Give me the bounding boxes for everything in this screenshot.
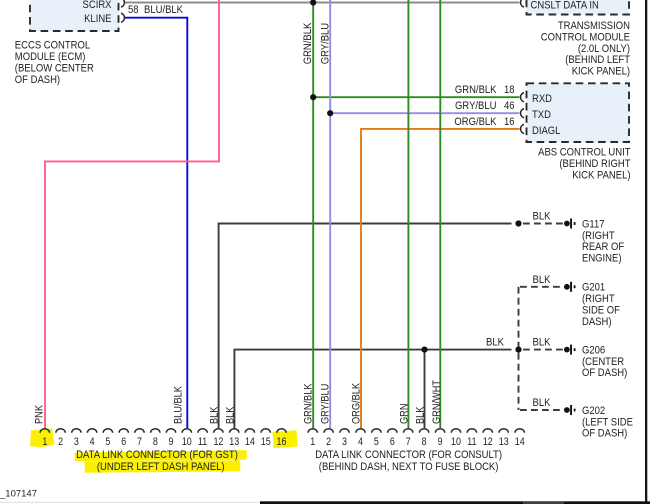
svg-text:REAR OF: REAR OF	[582, 242, 624, 254]
svg-text:(LEFT SIDE: (LEFT SIDE	[582, 417, 633, 429]
svg-text:DATA LINK CONNECTOR (FOR CONSU: DATA LINK CONNECTOR (FOR CONSULT)	[315, 450, 502, 462]
svg-text:OF DASH): OF DASH)	[582, 368, 627, 380]
svg-text:BLK: BLK	[225, 406, 237, 424]
svg-text:BLU/BLK: BLU/BLK	[144, 4, 183, 16]
svg-text:GRY/BLU: GRY/BLU	[320, 23, 332, 64]
svg-text:_107147: _107147	[0, 489, 37, 500]
svg-text:DATA LINK CONNECTOR (FOR GST): DATA LINK CONNECTOR (FOR GST)	[76, 450, 238, 462]
svg-text:10: 10	[182, 436, 192, 448]
svg-text:46: 46	[504, 101, 515, 113]
svg-text:2: 2	[58, 436, 63, 448]
svg-text:GRY/BLU: GRY/BLU	[320, 384, 332, 424]
svg-text:12: 12	[483, 436, 493, 448]
svg-text:(CENTER: (CENTER	[582, 356, 625, 368]
svg-text:9: 9	[438, 436, 443, 448]
svg-text:4: 4	[90, 436, 95, 448]
svg-text:OF DASH): OF DASH)	[15, 74, 60, 86]
svg-text:BLK: BLK	[415, 406, 427, 424]
svg-text:KLINE: KLINE	[84, 13, 111, 25]
svg-text:58: 58	[128, 4, 139, 16]
svg-text:8: 8	[153, 436, 158, 448]
svg-text:BLK: BLK	[533, 211, 551, 223]
svg-text:(BELOW CENTER: (BELOW CENTER	[15, 63, 94, 75]
svg-text:BLK: BLK	[486, 337, 504, 349]
svg-text:13: 13	[229, 436, 239, 448]
svg-text:16: 16	[277, 436, 287, 448]
svg-text:G201: G201	[582, 282, 605, 294]
svg-text:2: 2	[326, 436, 331, 448]
svg-text:GRN: GRN	[399, 403, 411, 424]
svg-text:ORG/BLK: ORG/BLK	[454, 116, 496, 128]
svg-text:DASH): DASH)	[582, 316, 612, 328]
svg-text:7: 7	[137, 436, 142, 448]
svg-text:BLK: BLK	[533, 274, 551, 286]
svg-text:(RIGHT: (RIGHT	[582, 230, 615, 242]
svg-text:6: 6	[390, 436, 395, 448]
svg-text:CONTROL MODULE: CONTROL MODULE	[541, 32, 630, 44]
svg-text:3: 3	[74, 436, 79, 448]
svg-text:12: 12	[213, 436, 223, 448]
svg-text:MODULE (ECM): MODULE (ECM)	[15, 51, 86, 63]
svg-text:(BEHIND DASH, NEXT TO FUSE BLO: (BEHIND DASH, NEXT TO FUSE BLOCK)	[319, 461, 499, 473]
svg-text:(BEHIND RIGHT: (BEHIND RIGHT	[559, 158, 631, 170]
svg-text:GRN/BLK: GRN/BLK	[303, 383, 315, 424]
svg-text:SIDE OF: SIDE OF	[582, 305, 620, 317]
svg-text:7: 7	[406, 436, 411, 448]
svg-text:1: 1	[42, 436, 47, 448]
svg-text:(UNDER LEFT DASH PANEL): (UNDER LEFT DASH PANEL)	[97, 461, 225, 473]
svg-text:1: 1	[310, 436, 315, 448]
svg-text:14: 14	[245, 436, 255, 448]
svg-text:G117: G117	[582, 219, 605, 231]
svg-text:8: 8	[422, 436, 427, 448]
svg-text:BLU/BLK: BLU/BLK	[173, 386, 185, 424]
svg-text:18: 18	[504, 85, 515, 97]
svg-text:GRN/WHT: GRN/WHT	[431, 380, 443, 424]
svg-text:(BEHIND LEFT: (BEHIND LEFT	[565, 55, 630, 67]
svg-text:(2.0L ONLY): (2.0L ONLY)	[578, 43, 630, 55]
svg-text:BLK: BLK	[209, 406, 221, 424]
svg-text:TXD: TXD	[532, 109, 551, 121]
svg-text:KICK PANEL): KICK PANEL)	[572, 66, 630, 78]
svg-text:CNSLT DATA IN: CNSLT DATA IN	[531, 0, 599, 12]
svg-text:ENGINE): ENGINE)	[582, 253, 622, 265]
svg-text:GRN/BLK: GRN/BLK	[302, 23, 314, 65]
svg-text:5: 5	[374, 436, 379, 448]
svg-text:PNK: PNK	[34, 405, 46, 424]
svg-text:G202: G202	[582, 405, 605, 417]
svg-text:6: 6	[121, 436, 126, 448]
svg-text:4: 4	[358, 436, 363, 448]
svg-text:13: 13	[499, 436, 509, 448]
svg-text:G206: G206	[582, 345, 605, 357]
svg-text:9: 9	[169, 436, 174, 448]
svg-text:DIAGL: DIAGL	[532, 125, 561, 137]
svg-text:ORG/BLK: ORG/BLK	[351, 383, 363, 424]
svg-text:RXD: RXD	[532, 93, 552, 105]
svg-text:3: 3	[342, 436, 347, 448]
svg-text:KICK PANEL): KICK PANEL)	[572, 170, 630, 182]
svg-text:15: 15	[261, 436, 271, 448]
svg-text:10: 10	[451, 436, 461, 448]
svg-text:BLK: BLK	[533, 337, 551, 349]
svg-text:14: 14	[515, 436, 525, 448]
svg-text:BLK: BLK	[533, 397, 551, 409]
svg-text:(RIGHT: (RIGHT	[582, 293, 615, 305]
svg-text:11: 11	[198, 436, 207, 448]
svg-text:ABS CONTROL UNIT: ABS CONTROL UNIT	[538, 147, 631, 159]
svg-text:GRN/BLK: GRN/BLK	[455, 85, 497, 97]
svg-text:GRY/BLU: GRY/BLU	[455, 101, 496, 113]
svg-text:5: 5	[105, 436, 110, 448]
svg-text:TRANSMISSION: TRANSMISSION	[558, 20, 630, 32]
svg-text:16: 16	[504, 116, 515, 128]
svg-text:SCIRX: SCIRX	[83, 0, 112, 11]
svg-text:OF DASH): OF DASH)	[582, 428, 627, 440]
svg-text:11: 11	[467, 436, 476, 448]
svg-text:ECCS CONTROL: ECCS CONTROL	[15, 40, 91, 52]
